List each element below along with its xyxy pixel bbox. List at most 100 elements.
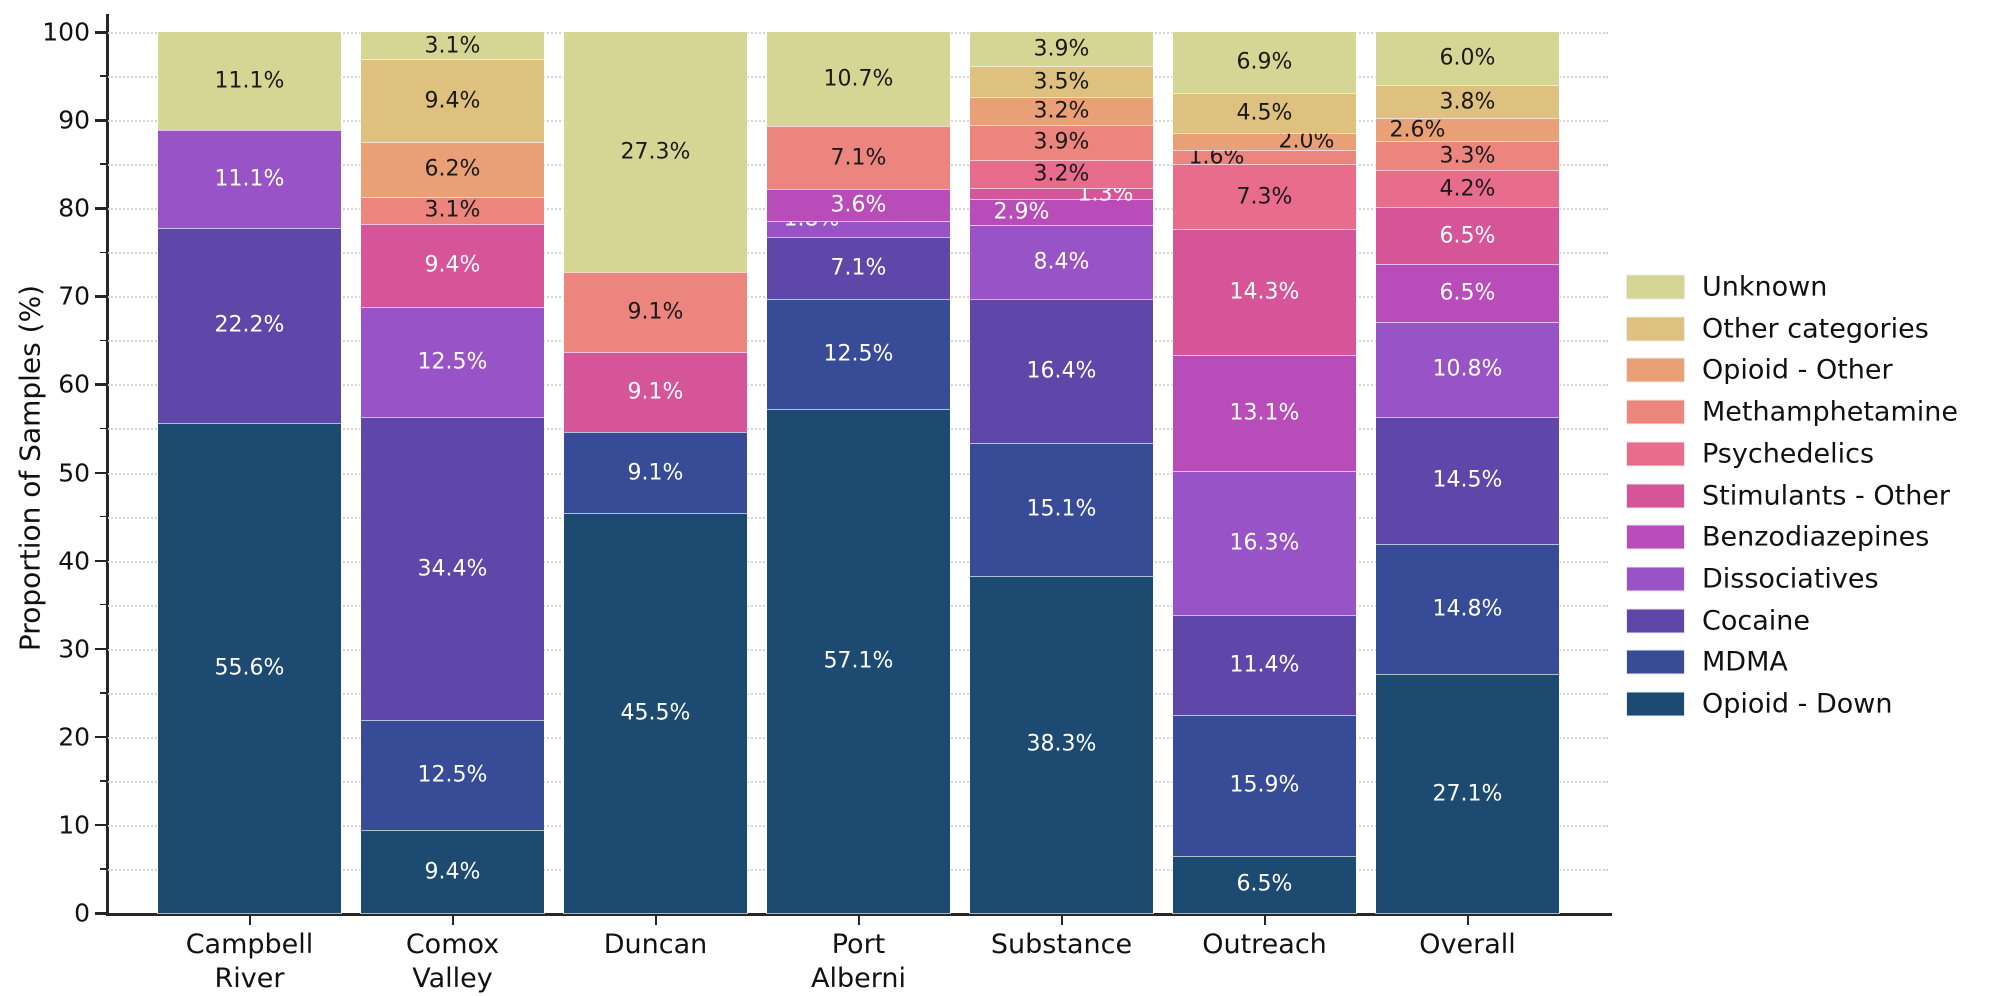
legend-label: Opioid - Other xyxy=(1702,354,1893,386)
gridline xyxy=(108,824,1608,827)
bar-segment xyxy=(970,32,1153,67)
bar-segment xyxy=(767,188,950,221)
bar-segment-label: 12.5% xyxy=(417,762,488,788)
bar-segment xyxy=(970,125,1153,160)
legend-swatch xyxy=(1627,484,1684,507)
bar-segment-label: 6.0% xyxy=(1439,45,1496,71)
legend-label: Benzodiazepines xyxy=(1702,521,1930,553)
bar-segment-label: 3.9% xyxy=(1033,36,1090,62)
y-tick-label: 20 xyxy=(58,722,90,752)
y-tick-label: 30 xyxy=(58,634,90,664)
bar-segment-label: 11.1% xyxy=(214,166,285,192)
x-tick xyxy=(857,916,860,925)
bar-segment-label: 10.8% xyxy=(1432,356,1503,382)
gridline xyxy=(108,428,1608,431)
legend-swatch xyxy=(1627,400,1684,424)
bar-overall: 27.1% 14.8% 14.5% 10.8% 6.5% 6.5% 4.2% 3.3% 2.6%… xyxy=(1376,0,1559,994)
bar-segment xyxy=(158,32,341,130)
bar-segment-label: 6.9% xyxy=(1236,49,1293,75)
legend-label: Dissociatives xyxy=(1702,563,1879,595)
bar-segment-label: 9.4% xyxy=(424,88,481,114)
bar-segment-label: 6.2% xyxy=(424,156,481,182)
bar-segment xyxy=(564,512,747,913)
bar-segment-label: 12.5% xyxy=(417,349,488,375)
y-tick-label: 50 xyxy=(58,458,90,487)
gridline xyxy=(108,164,1608,167)
bar-segment xyxy=(970,187,1153,200)
bar-segment xyxy=(970,224,1153,299)
y-minor-tick xyxy=(100,515,108,518)
bar-segment-label: 57.1% xyxy=(823,648,894,674)
y-tick-label: 40 xyxy=(58,546,90,576)
x-tick-label: Comox Valley xyxy=(405,929,500,994)
x-tick xyxy=(1263,916,1266,925)
bar-segment xyxy=(1173,150,1356,165)
y-major-tick xyxy=(95,383,108,386)
bar-duncan: 45.5% 9.1% 9.1% 9.1% 27.3% xyxy=(564,0,747,994)
bar-segment-label: 11.4% xyxy=(1229,652,1300,678)
legend-label: Psychedelics xyxy=(1702,438,1875,470)
bar-segment-label: 27.3% xyxy=(620,139,691,165)
legend-swatch xyxy=(1627,275,1684,299)
gridline xyxy=(108,516,1608,519)
bar-segment xyxy=(1376,207,1559,265)
bar-segment xyxy=(767,409,950,913)
gridline xyxy=(108,736,1608,739)
bar-segment xyxy=(1376,321,1559,417)
y-minor-tick xyxy=(100,868,108,870)
y-minor-tick xyxy=(100,163,108,165)
y-major-tick xyxy=(95,207,108,210)
bar-segment-label: 9.1% xyxy=(627,299,684,325)
x-tick-label: Overall xyxy=(1419,929,1516,960)
gridline xyxy=(108,120,1608,123)
bar-segment xyxy=(767,299,950,410)
bar-segment-label: 3.5% xyxy=(1033,69,1090,95)
gridline xyxy=(108,560,1608,563)
y-minor-tick xyxy=(100,251,108,253)
legend-swatch xyxy=(1627,567,1684,591)
y-minor-tick xyxy=(100,780,108,782)
bar-segment-label: 38.3% xyxy=(1026,731,1097,757)
gridline xyxy=(108,208,1608,211)
bar-segment-label: 14.8% xyxy=(1432,596,1503,622)
bar-campbell-river: 55.6% 22.2% 11.1% 11.1% xyxy=(158,0,341,994)
gridline xyxy=(108,472,1608,475)
bar-segment xyxy=(970,575,1153,913)
y-axis-spine xyxy=(106,14,109,916)
bar-segment-label: 12.5% xyxy=(823,341,894,367)
bar-segment-label: 6.5% xyxy=(1439,223,1496,249)
x-tick-label: Campbell River xyxy=(185,929,314,994)
y-major-tick xyxy=(95,823,108,827)
x-tick-label: Port Alberni xyxy=(811,929,906,994)
y-minor-tick xyxy=(100,75,108,77)
bar-outreach: 6.5% 15.9% 11.4% 16.3% 13.1% 14.3% 7.3% 1.6% 2.0… xyxy=(1173,0,1356,994)
bar-comox-valley: 9.4% 12.5% 34.4% 12.5% 9.4% 3.1% 6.2% 9.4% 3.1% xyxy=(361,0,544,994)
bar-segment xyxy=(1376,264,1559,322)
bar-segment-label: 45.5% xyxy=(620,700,691,726)
legend-label: Stimulants - Other xyxy=(1702,480,1951,511)
bar-segment-label: 3.8% xyxy=(1439,89,1496,115)
bar-segment xyxy=(564,352,747,433)
bar-segment-label: 16.4% xyxy=(1026,358,1097,384)
gridline xyxy=(108,32,1608,34)
legend-label: MDMA xyxy=(1702,646,1788,678)
bar-segment xyxy=(361,224,544,307)
y-major-tick xyxy=(95,559,108,563)
bar-segment xyxy=(1173,164,1356,229)
bar-segment xyxy=(1173,855,1356,913)
x-tick-label: Duncan xyxy=(603,929,708,960)
bar-segment xyxy=(361,306,544,417)
bar-segment-label: 3.1% xyxy=(424,33,481,59)
bar-segment-label: 11.1% xyxy=(214,68,285,94)
bar-segment xyxy=(1173,228,1356,356)
bar-segment xyxy=(361,416,544,721)
legend-swatch xyxy=(1627,358,1684,382)
gridline xyxy=(108,780,1608,783)
legend-swatch xyxy=(1627,525,1684,549)
bar-segment-label: 2.9% xyxy=(993,199,1050,225)
y-major-tick xyxy=(95,31,108,34)
bar-segment-label: 14.3% xyxy=(1229,279,1300,305)
bar-segment-label: 55.6% xyxy=(214,655,285,681)
bar-segment xyxy=(970,66,1153,98)
y-major-tick xyxy=(95,647,108,651)
